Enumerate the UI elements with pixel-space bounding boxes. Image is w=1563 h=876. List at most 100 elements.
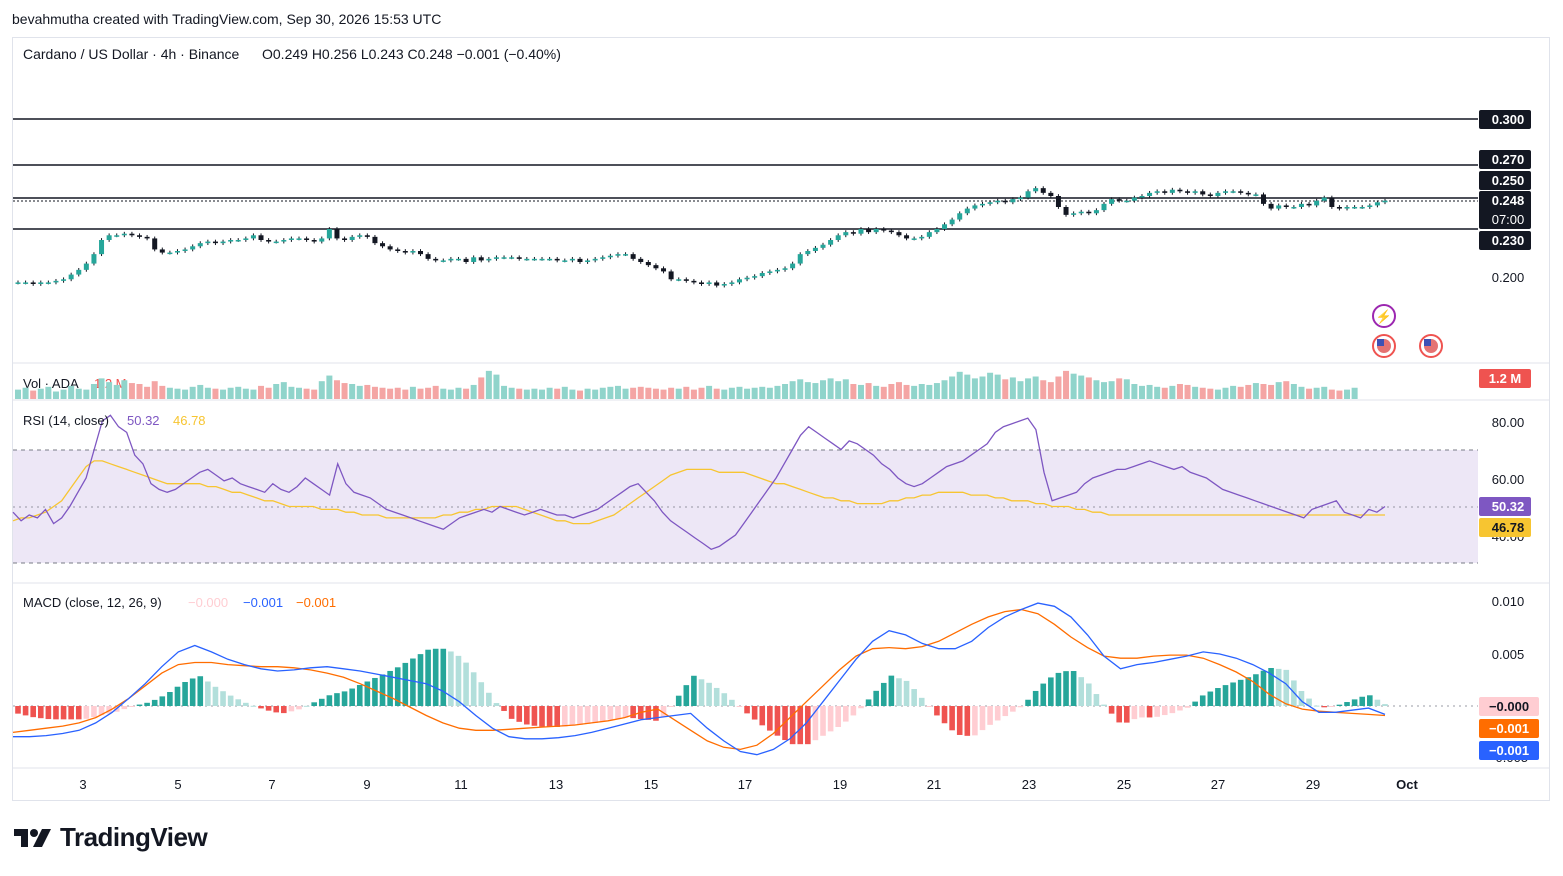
macd-hist-bar[interactable] xyxy=(151,699,158,706)
candle[interactable] xyxy=(850,232,856,234)
volume-bar[interactable] xyxy=(827,378,834,399)
volume-bar[interactable] xyxy=(895,382,902,399)
macd-hist-bar[interactable] xyxy=(721,693,728,706)
macd-hist-bar[interactable] xyxy=(448,651,454,706)
volume-bar[interactable] xyxy=(1025,378,1032,399)
candle[interactable] xyxy=(1071,213,1077,215)
macd-hist-bar[interactable] xyxy=(1177,706,1183,711)
volume-bar[interactable] xyxy=(409,386,416,399)
candle[interactable] xyxy=(995,200,1001,203)
volume-bar[interactable] xyxy=(569,389,576,399)
macd-hist-bar[interactable] xyxy=(470,672,477,706)
macd-hist-bar[interactable] xyxy=(805,706,811,745)
macd-hist-bar[interactable] xyxy=(1116,706,1122,723)
volume-bar[interactable] xyxy=(470,384,477,399)
macd-hist-bar[interactable] xyxy=(964,706,971,736)
volume-bar[interactable] xyxy=(987,372,994,399)
volume-bar[interactable] xyxy=(447,389,454,399)
candle[interactable] xyxy=(144,236,150,239)
macd-hist-bar[interactable] xyxy=(394,667,401,706)
macd-hist-bar[interactable] xyxy=(1055,672,1062,706)
macd-hist-bar[interactable] xyxy=(1032,690,1039,706)
volume-bar[interactable] xyxy=(880,386,887,399)
candle[interactable] xyxy=(1010,199,1016,203)
volume-bar[interactable] xyxy=(1040,380,1047,399)
macd-hist-bar[interactable] xyxy=(911,689,917,706)
volume-bar[interactable] xyxy=(166,387,173,399)
macd-hist-bar[interactable] xyxy=(524,706,530,725)
candle[interactable] xyxy=(1139,196,1145,198)
macd-hist-bar[interactable] xyxy=(167,692,173,706)
candle[interactable] xyxy=(1344,207,1350,209)
macd-hist-bar[interactable] xyxy=(1245,677,1252,706)
macd-hist-bar[interactable] xyxy=(53,706,59,720)
macd-hist-bar[interactable] xyxy=(1230,682,1236,706)
candle[interactable] xyxy=(463,258,469,262)
volume-bar[interactable] xyxy=(1093,380,1100,399)
candle[interactable] xyxy=(516,257,522,259)
candle[interactable] xyxy=(364,235,370,237)
macd-hist-bar[interactable] xyxy=(493,703,500,706)
volume-bar[interactable] xyxy=(630,387,637,399)
candle[interactable] xyxy=(349,236,355,240)
macd-hist-bar[interactable] xyxy=(622,706,629,718)
chart-container[interactable] xyxy=(12,37,1550,801)
candle[interactable] xyxy=(569,258,575,261)
candle[interactable] xyxy=(714,282,720,286)
volume-bar[interactable] xyxy=(1161,387,1168,399)
candle[interactable] xyxy=(23,282,29,284)
macd-hist-bar[interactable] xyxy=(220,691,226,706)
time-axis[interactable]: 3 5 7 9 11 13 15 17 19 21 23 25 27 29 Oct xyxy=(79,777,1418,792)
candle[interactable] xyxy=(228,240,234,242)
macd-hist-bar[interactable] xyxy=(1298,690,1305,706)
volume-bar[interactable] xyxy=(561,386,568,399)
candle[interactable] xyxy=(509,257,515,259)
volume-bar[interactable] xyxy=(68,385,75,399)
candle[interactable] xyxy=(1116,199,1122,201)
macd-hist-bar[interactable] xyxy=(425,649,431,706)
macd-hist-bar[interactable] xyxy=(888,675,895,706)
macd-hist-bar[interactable] xyxy=(1374,699,1381,706)
candle[interactable] xyxy=(1283,205,1289,207)
candle[interactable] xyxy=(1260,194,1266,204)
volume-bar[interactable] xyxy=(1344,389,1351,399)
candle[interactable] xyxy=(1040,188,1046,193)
candle[interactable] xyxy=(1192,191,1198,193)
macd-hist-bar[interactable] xyxy=(1268,667,1274,706)
macd-hist-bar[interactable] xyxy=(562,706,568,727)
volume-bar[interactable] xyxy=(1017,381,1024,399)
volume-bar[interactable] xyxy=(364,384,371,399)
candle[interactable] xyxy=(873,229,879,233)
candle[interactable] xyxy=(197,243,203,247)
volume-bar[interactable] xyxy=(690,389,697,399)
volume-bar[interactable] xyxy=(37,388,44,399)
volume-bar[interactable] xyxy=(979,376,986,400)
candle[interactable] xyxy=(1207,194,1213,196)
macd-hist-bar[interactable] xyxy=(455,655,462,706)
volume-bar[interactable] xyxy=(318,381,325,399)
macd-hist-bar[interactable] xyxy=(873,690,879,706)
volume-bar[interactable] xyxy=(668,387,675,399)
candle[interactable] xyxy=(904,235,910,239)
volume-bar[interactable] xyxy=(1009,377,1016,399)
candle[interactable] xyxy=(1078,211,1084,214)
macd-hist-bar[interactable] xyxy=(1161,706,1168,716)
candle[interactable] xyxy=(1131,197,1137,201)
volume-bar[interactable] xyxy=(288,386,295,399)
macd-hist-bar[interactable] xyxy=(508,706,515,719)
candle[interactable] xyxy=(1352,207,1358,209)
candle[interactable] xyxy=(1382,200,1388,203)
candle[interactable] xyxy=(926,232,932,237)
volume-bar[interactable] xyxy=(333,380,340,399)
volume-bar[interactable] xyxy=(1055,376,1062,400)
volume-bar[interactable] xyxy=(599,387,606,399)
macd-hist-bar[interactable] xyxy=(417,654,424,706)
macd-hist-bar[interactable] xyxy=(106,706,112,714)
candle[interactable] xyxy=(721,284,727,286)
volume-bar[interactable] xyxy=(52,391,59,400)
macd-hist-bar[interactable] xyxy=(250,705,257,707)
macd-hist-bar[interactable] xyxy=(903,680,910,706)
macd-hist-bar[interactable] xyxy=(698,679,705,706)
macd-hist-bar[interactable] xyxy=(1336,704,1343,706)
candle[interactable] xyxy=(653,265,659,269)
